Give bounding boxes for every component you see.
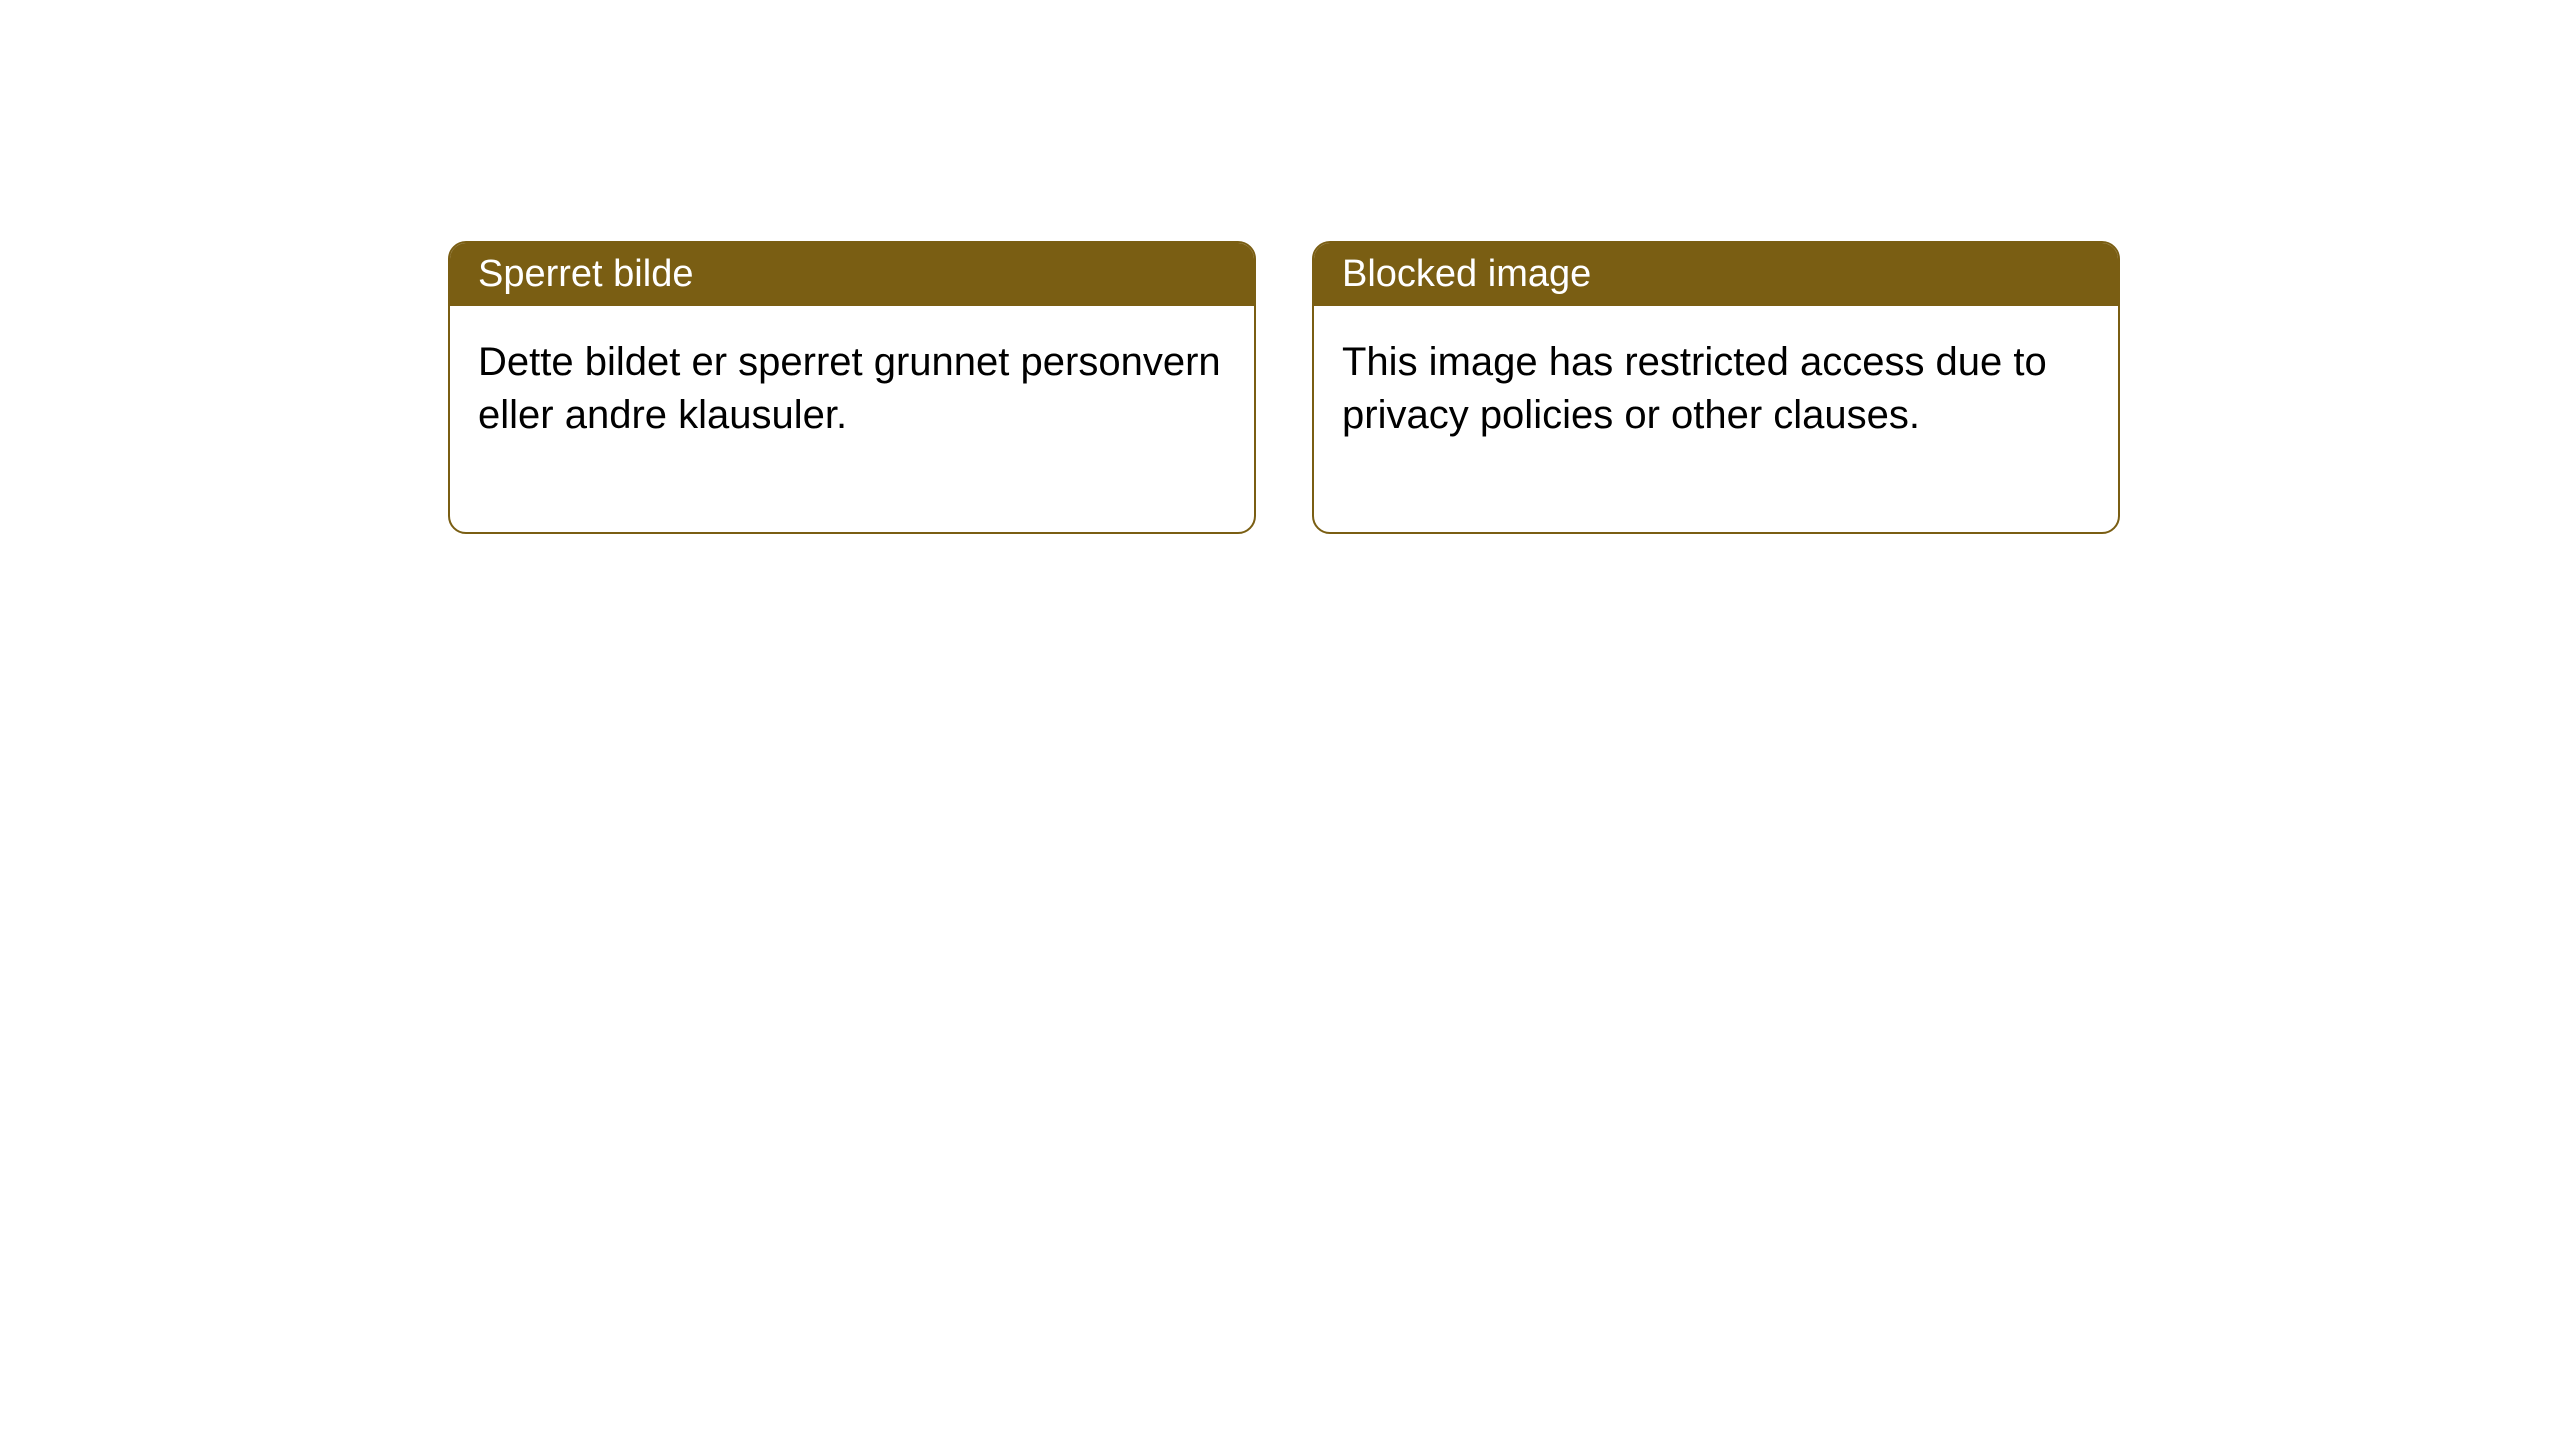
notice-card-english: Blocked image This image has restricted … bbox=[1312, 241, 2120, 534]
notice-card-norwegian: Sperret bilde Dette bildet er sperret gr… bbox=[448, 241, 1256, 534]
notice-body: Dette bildet er sperret grunnet personve… bbox=[450, 306, 1254, 532]
notice-header: Blocked image bbox=[1314, 243, 2118, 306]
notice-body: This image has restricted access due to … bbox=[1314, 306, 2118, 532]
notice-container: Sperret bilde Dette bildet er sperret gr… bbox=[448, 241, 2120, 534]
notice-header: Sperret bilde bbox=[450, 243, 1254, 306]
